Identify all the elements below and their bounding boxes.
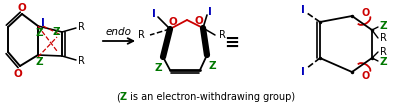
Text: Z: Z [52,27,60,37]
Text: (: ( [116,92,120,102]
Text: O: O [169,17,177,27]
Text: is an electron-withdrawing group): is an electron-withdrawing group) [127,92,295,102]
Text: I: I [208,7,212,17]
Text: I: I [41,18,45,28]
Text: I: I [301,5,305,15]
Text: R: R [78,56,84,66]
Text: Z: Z [380,57,388,67]
Text: R: R [78,22,84,32]
Text: R: R [380,47,387,57]
Text: O: O [195,16,203,26]
Text: ≡: ≡ [224,34,240,52]
Text: Z: Z [154,63,162,73]
Text: Z: Z [208,61,216,71]
Text: I: I [152,9,156,19]
Text: Z: Z [35,28,43,38]
Text: Z: Z [35,57,43,67]
Text: O: O [14,69,22,79]
Text: O: O [362,8,370,18]
Text: O: O [362,71,370,81]
Text: endo: endo [106,27,132,37]
Text: Z: Z [120,92,127,102]
Text: I: I [301,67,305,77]
Text: O: O [18,3,26,13]
Text: Z: Z [380,21,388,31]
Text: R: R [138,30,145,40]
Text: R: R [380,33,387,43]
Text: R: R [219,30,226,40]
